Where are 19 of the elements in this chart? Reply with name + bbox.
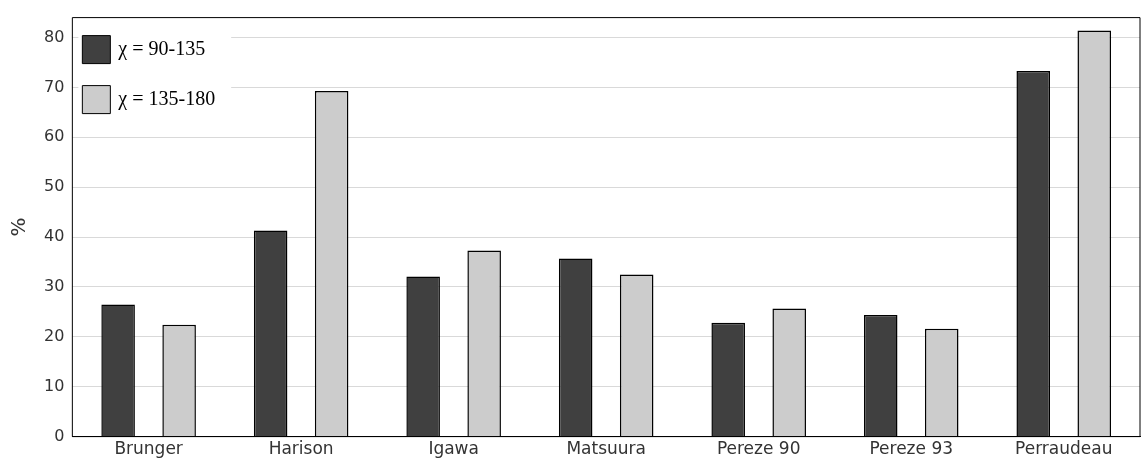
y-axis-title: % [6, 217, 31, 237]
y-tick-label: 60 [44, 126, 65, 146]
y-tick-label: 50 [44, 176, 65, 196]
x-tick-label: Pereze 93 [869, 438, 954, 459]
y-tick-label: 10 [44, 375, 65, 395]
y-tick-label: 70 [44, 76, 65, 96]
y-tick-label: 80 [44, 26, 65, 46]
x-tick-label: Matsuura [566, 438, 646, 459]
y-tick-label: 30 [44, 276, 65, 296]
legend-label: χ = 90-135 [117, 36, 206, 60]
legend-label: χ = 135-180 [117, 86, 216, 110]
x-tick-label: Igawa [428, 438, 479, 459]
y-tick-label: 40 [44, 226, 65, 246]
x-tick-label: Pereze 90 [716, 438, 801, 459]
x-tick-label: Perraudeau [1015, 438, 1113, 459]
x-tick-label: Harison [268, 438, 334, 459]
y-tick-label: 20 [44, 325, 65, 345]
x-tick-label: Brunger [114, 438, 183, 459]
y-tick-label: 0 [54, 425, 65, 445]
